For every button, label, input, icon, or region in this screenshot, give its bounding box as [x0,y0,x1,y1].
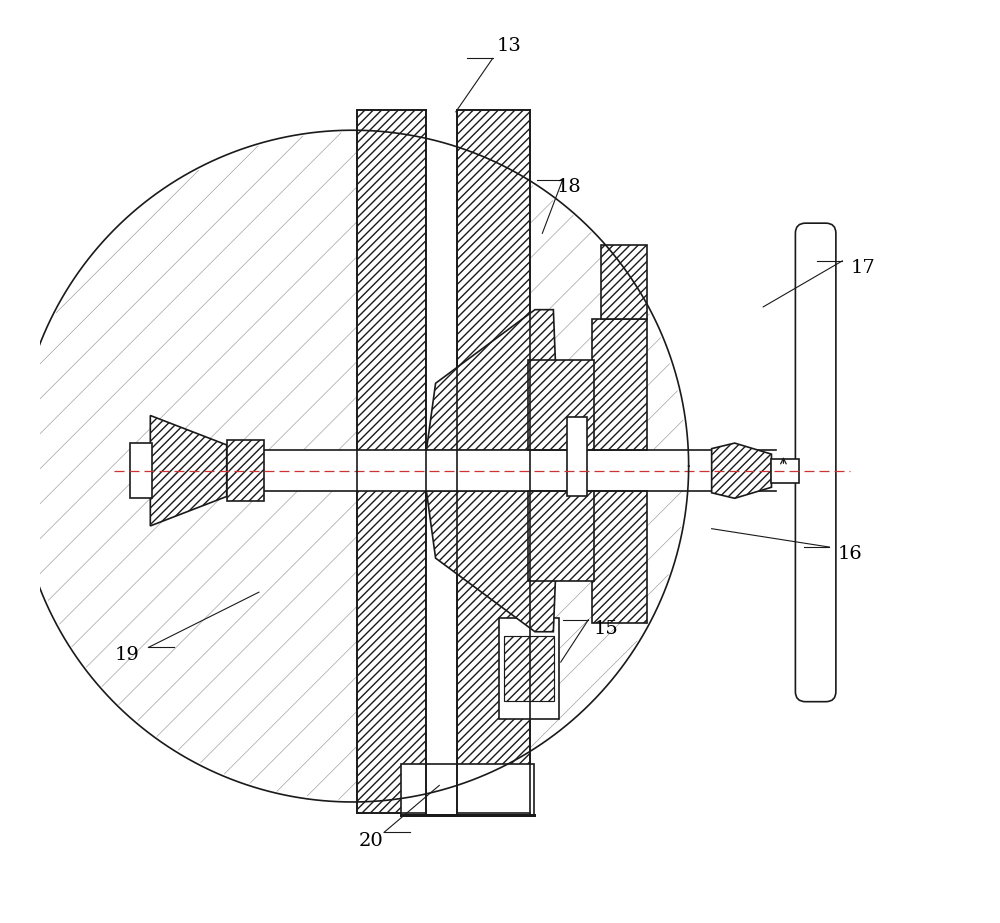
Polygon shape [499,617,559,719]
Polygon shape [532,363,587,446]
Polygon shape [457,110,530,813]
Polygon shape [528,360,594,581]
Text: 17: 17 [851,259,876,277]
Polygon shape [592,318,647,622]
Polygon shape [771,459,799,483]
Polygon shape [401,764,534,815]
Polygon shape [426,309,559,450]
Text: 20: 20 [359,832,384,850]
Polygon shape [357,110,426,813]
Text: 19: 19 [115,646,140,664]
Polygon shape [528,450,594,491]
Text: 16: 16 [837,545,862,562]
Polygon shape [150,415,227,526]
Polygon shape [592,450,647,491]
Text: 18: 18 [557,178,581,197]
Polygon shape [426,110,457,813]
Polygon shape [567,417,587,496]
Polygon shape [712,443,771,498]
Polygon shape [227,440,264,501]
Polygon shape [457,110,530,813]
Polygon shape [130,443,152,498]
Polygon shape [426,491,559,631]
FancyBboxPatch shape [795,223,836,701]
Polygon shape [357,110,426,813]
Polygon shape [426,491,559,631]
Polygon shape [712,443,771,498]
Polygon shape [601,246,647,318]
Circle shape [17,130,689,802]
Polygon shape [150,415,227,526]
Text: 15: 15 [593,620,618,638]
Polygon shape [504,636,554,701]
Polygon shape [227,440,264,501]
Polygon shape [132,450,776,491]
Text: 13: 13 [497,37,522,54]
Polygon shape [426,309,559,450]
